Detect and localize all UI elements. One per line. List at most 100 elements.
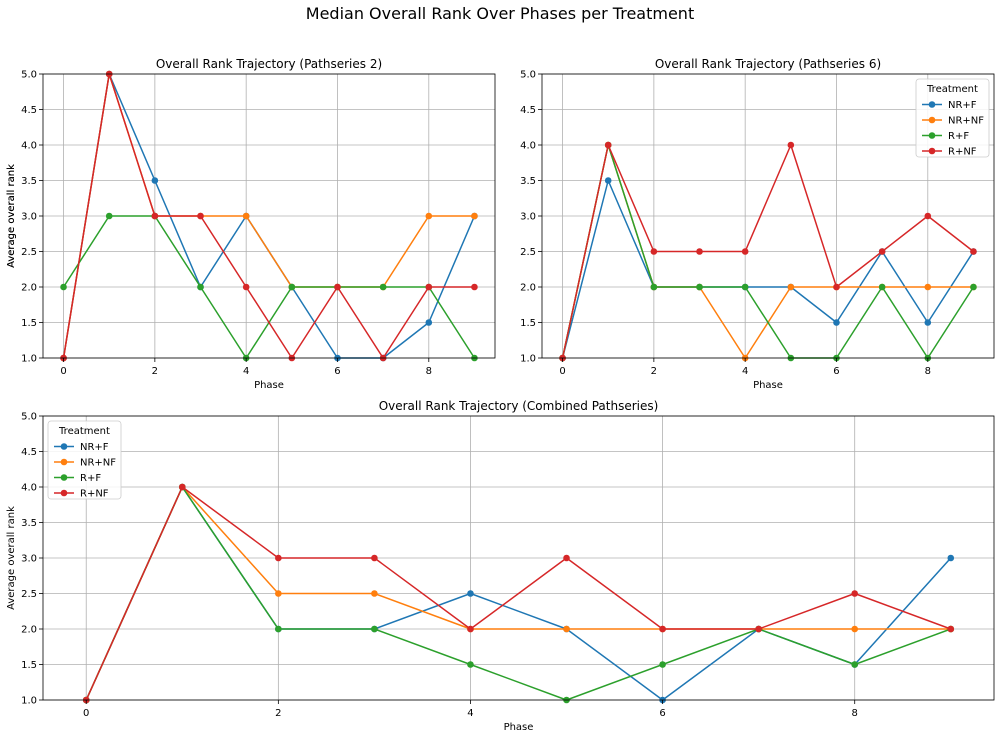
legend-swatch-marker: [60, 458, 68, 466]
legend-title: Treatment: [926, 84, 978, 95]
figure-suptitle: Median Overall Rank Over Phases per Trea…: [306, 4, 694, 23]
legend-entry: R+NF: [80, 489, 109, 500]
y-tick-label: 1.5: [520, 318, 536, 329]
data-point-nr-f: [833, 319, 840, 326]
series-line-r-f: [561, 144, 975, 359]
series-line-r-nf: [561, 144, 974, 359]
data-point-r-nf: [741, 248, 749, 255]
chart-panel-2: 0 2 4 6 8 1.0 1.5 2.0 2.5 3.0 3.5 4.0 4.5 5.0 Overall …: [6, 57, 995, 391]
x-axis-label: Phase: [254, 380, 284, 391]
y-tick-label: 1.0: [520, 354, 536, 365]
data-point-nr-f: [467, 590, 474, 597]
x-tick-label: 8: [426, 366, 432, 377]
charts-container: 0 2 4 6 8 1.0 1.5 2.0 2.5 3.0 3.5 4.0 4.5 5.0 Overall …: [6, 57, 995, 733]
x-tick-label: 2: [651, 366, 657, 377]
legend-swatch-marker: [928, 116, 936, 124]
y-tick-label: 2.5: [21, 589, 37, 600]
series-line-r-nf: [62, 73, 475, 359]
data-point-r-nf: [970, 248, 977, 255]
x-tick-label: 8: [852, 708, 858, 719]
data-point-nr-f: [947, 554, 955, 562]
legend-title: Treatment: [58, 426, 110, 437]
legend-entry: NR+NF: [80, 458, 116, 469]
x-tick-label: 0: [60, 366, 66, 377]
data-point-r-nf: [471, 283, 478, 291]
data-point-r-nf: [833, 283, 840, 291]
data-point-r-nf: [755, 625, 762, 633]
data-point-r-nf: [659, 625, 666, 633]
data-point-nr-nf: [787, 283, 795, 291]
data-point-r-f: [105, 212, 113, 220]
data-point-nr-nf: [851, 625, 859, 633]
y-axis-label: Average overall rank: [6, 506, 17, 610]
data-point-r-nf: [467, 625, 474, 633]
data-point-r-nf: [563, 554, 570, 562]
data-point-r-nf: [650, 248, 658, 255]
y-tick-label: 4.5: [21, 447, 37, 458]
legend-entry: NR+F: [80, 442, 109, 453]
x-axis-label: Phase: [504, 722, 534, 733]
y-tick-label: 4.0: [21, 483, 37, 494]
legend-swatch-marker: [928, 132, 936, 139]
data-point-r-f: [650, 283, 658, 291]
x-tick-label: 6: [334, 366, 340, 377]
data-point-r-nf: [151, 212, 159, 220]
legend-entry: NR+F: [948, 100, 977, 111]
data-point-r-nf: [604, 141, 612, 149]
chart-panel-1: 0 2 4 6 8 1.0 1.5 2.0 2.5 3.0 3.5 4.0 4.5 5.0 Overall …: [6, 57, 496, 391]
data-point-r-nf: [371, 554, 378, 562]
chart-title: Overall Rank Trajectory (Pathseries 6): [655, 57, 881, 71]
data-point-r-f: [467, 661, 474, 668]
legend-swatch-marker: [60, 489, 68, 497]
data-point-nr-nf: [471, 212, 478, 220]
plot-area: [60, 70, 478, 362]
plot-area: [559, 141, 977, 362]
data-point-r-nf: [197, 212, 204, 220]
y-tick-label: 1.5: [21, 660, 37, 671]
data-point-r-nf: [334, 283, 341, 291]
series-line-r-nf: [85, 486, 952, 701]
y-tick-label: 3.5: [520, 176, 536, 187]
data-point-nr-f: [924, 319, 932, 326]
x-tick-label: 0: [559, 366, 565, 377]
x-tick-label: 4: [742, 366, 748, 377]
data-point-r-nf: [696, 248, 703, 255]
y-tick-label: 5.0: [520, 70, 536, 81]
data-point-r-f: [371, 625, 378, 633]
x-axis-label: Phase: [753, 380, 783, 391]
data-point-r-nf: [425, 283, 433, 291]
data-point-nr-nf: [371, 590, 378, 597]
data-point-r-nf: [947, 625, 955, 633]
data-point-r-nf: [924, 212, 932, 220]
data-point-r-nf: [242, 283, 250, 291]
legend-swatch-marker: [60, 443, 68, 450]
data-point-r-f: [288, 283, 296, 291]
data-point-r-f: [970, 283, 977, 291]
chart-title: Overall Rank Trajectory (Pathseries 2): [156, 57, 382, 71]
legend-swatch-marker: [60, 474, 68, 481]
y-tick-label: 1.0: [21, 696, 37, 707]
y-tick-label: 5.0: [21, 70, 37, 81]
y-tick-label: 2.5: [21, 247, 37, 258]
data-point-nr-f: [604, 177, 612, 184]
y-tick-label: 3.5: [21, 176, 37, 187]
series-line-nr-nf: [85, 486, 951, 701]
x-tick-label: 6: [659, 708, 665, 719]
legend-entry: R+F: [80, 473, 101, 484]
data-point-nr-nf: [242, 212, 250, 220]
x-tick-label: 8: [925, 366, 931, 377]
y-tick-label: 3.0: [520, 212, 536, 223]
data-point-nr-nf: [425, 212, 433, 220]
data-point-nr-f: [151, 177, 159, 184]
legend-swatch-marker: [928, 101, 936, 108]
data-point-r-nf: [878, 248, 886, 255]
legend-entry: NR+NF: [948, 116, 984, 127]
data-point-r-nf: [787, 141, 795, 149]
data-point-r-f: [275, 625, 282, 633]
y-axis-label: Average overall rank: [6, 164, 17, 268]
y-tick-label: 1.0: [21, 354, 37, 365]
y-tick-label: 1.5: [21, 318, 37, 329]
y-tick-label: 3.0: [21, 212, 37, 223]
